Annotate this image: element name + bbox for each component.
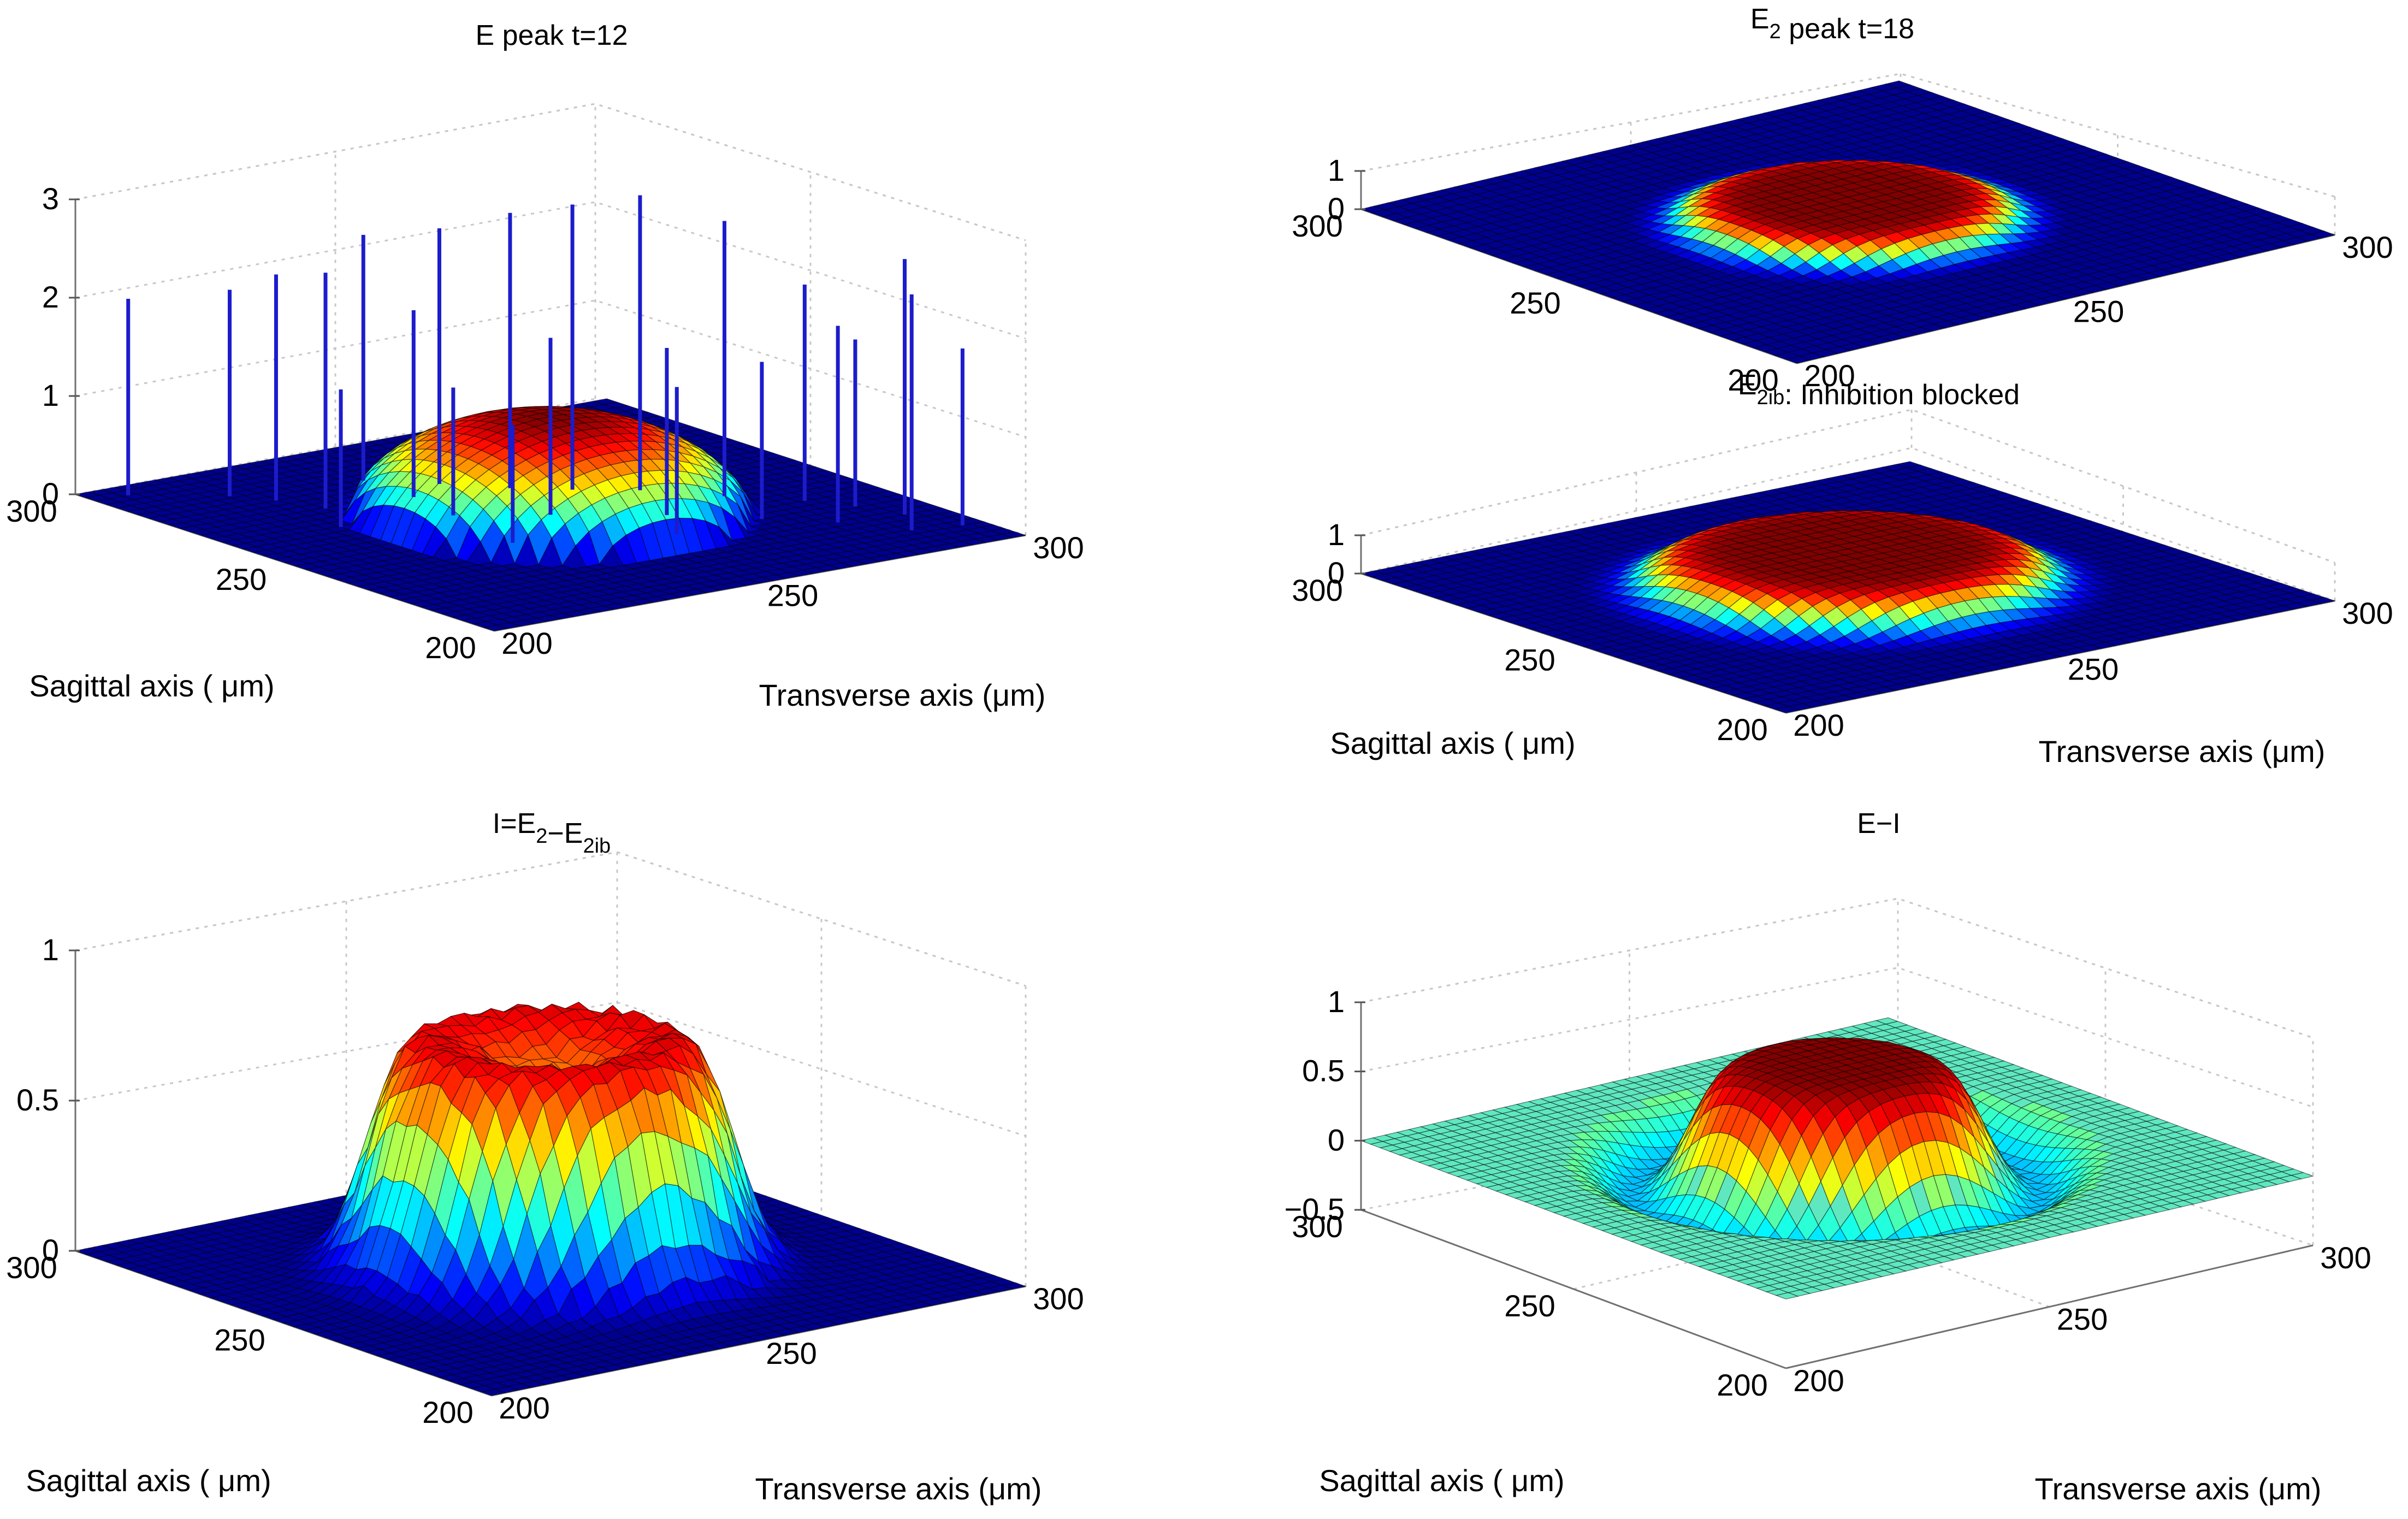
x-tick-label: 250 — [2068, 652, 2119, 687]
y-tick-label: 300 — [6, 494, 57, 528]
y-axis-label: Sagittal axis ( μm) — [29, 669, 274, 703]
y-tick-label: 250 — [1510, 286, 1560, 320]
z-grid-line — [75, 851, 1026, 987]
surface-E2 — [1359, 80, 2336, 364]
x-tick-label: 250 — [767, 578, 818, 613]
z-tick-label: 3 — [42, 181, 59, 216]
x-axis-label: Transverse axis (μm) — [2039, 734, 2326, 769]
z-tick-label: 2 — [42, 280, 59, 314]
x-tick-label: 250 — [2073, 294, 2124, 329]
x-tick-label: 300 — [1033, 530, 1084, 565]
panel-title-E2: E2 peak t=18 — [1750, 3, 1914, 45]
z-tick-label: 1 — [1328, 517, 1345, 552]
panel-title-E: E peak t=12 — [476, 20, 628, 51]
z-tick-label: 0 — [42, 476, 59, 511]
panel-E: E peak t=12 0 1 2 3 200 250 300 200 250 300 Transve… — [6, 20, 1084, 712]
y-tick-label: 300 — [1292, 209, 1342, 243]
y-tick-label: 200 — [425, 630, 476, 665]
y-tick-label: 200 — [1717, 712, 1767, 747]
x-tick-label: 300 — [2342, 596, 2393, 630]
panel-title-E2ib: E2ib: Inhibition blocked — [1738, 369, 2020, 411]
wall-top — [75, 103, 1026, 241]
y-tick-label: 250 — [1504, 643, 1555, 677]
x-axis-label: Transverse axis (μm) — [759, 678, 1046, 712]
y-tick-label: 250 — [216, 562, 267, 596]
x-tick-label: 200 — [1793, 708, 1844, 742]
y-tick-label: 300 — [1292, 573, 1342, 607]
z-grid-line — [75, 201, 1026, 340]
wall-top — [75, 851, 1026, 987]
z-tick-label: 1 — [42, 378, 59, 412]
z-grid-line — [1360, 73, 2335, 198]
y-axis-label: Sagittal axis ( μm) — [1330, 726, 1575, 760]
surface-patch — [483, 624, 508, 631]
z-grid-line — [75, 103, 1026, 241]
x-tick-label: 300 — [2342, 230, 2393, 264]
z-grid-line — [75, 299, 1026, 438]
panel-E2ib: E2ib: Inhibition blocked0120025030020025… — [1292, 369, 2393, 769]
z-tick-label: 1 — [1328, 153, 1345, 187]
z-grid-line — [75, 398, 1026, 536]
x-tick-label: 200 — [501, 626, 552, 660]
panel-I: I=E2−E2ib00.51200250300200250300Transver… — [6, 808, 1084, 1506]
